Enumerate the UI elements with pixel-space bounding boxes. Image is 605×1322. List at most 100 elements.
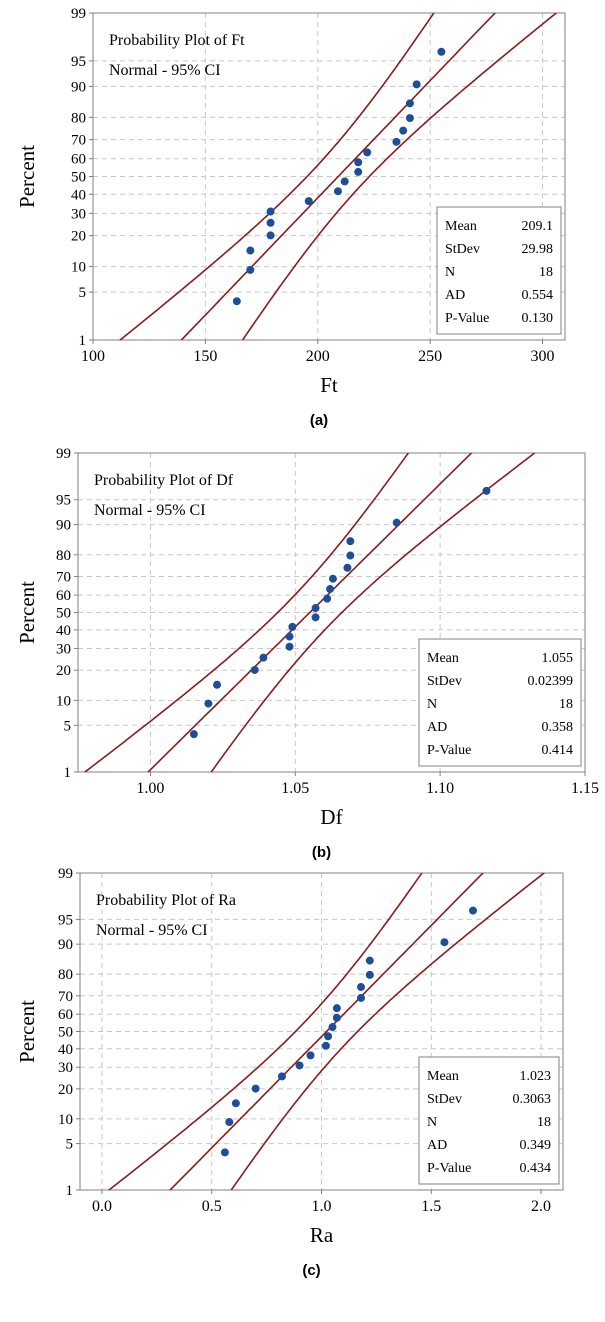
y-tick-label: 50 <box>58 1025 73 1041</box>
data-point <box>332 1013 341 1022</box>
data-point <box>246 246 255 255</box>
y-tick-label: 30 <box>56 641 71 657</box>
panel-caption: (a) <box>310 412 328 429</box>
fit-lines <box>107 873 546 1190</box>
stats-box: Mean 1.055 StDev 0.02399 N 18 AD 0.358 P-Value 0.… <box>418 638 582 767</box>
data-point <box>323 594 332 603</box>
stats-box-frame <box>436 206 562 335</box>
data-point <box>277 1072 286 1081</box>
fit-line <box>146 453 473 772</box>
x-axis-label: Df <box>320 805 342 829</box>
chart-subtitle: Normal - 95% CI <box>96 922 208 939</box>
y-tick-label: 90 <box>56 518 71 534</box>
data-point <box>365 970 374 979</box>
stats-label: StDev <box>427 1092 462 1107</box>
x-tick-label: 2.0 <box>531 1198 551 1215</box>
y-tick-label: 5 <box>79 285 87 301</box>
data-point <box>250 665 259 674</box>
x-tick-label: 250 <box>418 348 442 365</box>
data-point <box>357 983 366 992</box>
data-point <box>332 1004 341 1013</box>
y-tick-label: 80 <box>58 967 73 983</box>
data-point <box>304 197 313 206</box>
data-point <box>232 297 241 306</box>
panel-caption: (b) <box>312 844 331 861</box>
data-point <box>340 177 349 186</box>
y-axis-label: Percent <box>15 1000 39 1063</box>
stats-value: 18 <box>539 265 553 280</box>
y-tick-label: 5 <box>64 718 72 734</box>
stats-label: AD <box>427 720 447 735</box>
data-point <box>333 187 342 196</box>
y-tick-label: 20 <box>56 663 71 679</box>
y-tick-label: 1 <box>64 765 72 781</box>
stats-value: 0.349 <box>520 1138 552 1153</box>
x-tick-label: 1.10 <box>426 780 454 797</box>
stats-value: 0.358 <box>542 720 574 735</box>
y-tick-label: 1 <box>79 333 87 349</box>
data-point <box>412 80 421 89</box>
y-tick-label: 60 <box>58 1007 73 1023</box>
data-point <box>354 167 363 176</box>
data-point <box>225 1118 234 1127</box>
stats-value: 29.98 <box>522 242 554 257</box>
x-tick-label: 100 <box>81 348 105 365</box>
data-point <box>328 1023 337 1032</box>
x-axis-label: Ra <box>310 1223 334 1247</box>
data-point <box>405 114 414 123</box>
data-point <box>266 207 275 216</box>
data-point <box>285 642 294 651</box>
stats-label: N <box>427 697 437 712</box>
y-tick-label: 70 <box>71 133 86 149</box>
data-point <box>440 938 449 947</box>
ci-lower-band <box>241 13 558 340</box>
y-tick-label: 70 <box>56 570 71 586</box>
stats-box-frame <box>418 638 582 767</box>
data-point <box>346 551 355 560</box>
y-tick-label: 70 <box>58 989 73 1005</box>
y-tick-label: 10 <box>56 693 71 709</box>
ci-lower-band <box>230 873 546 1190</box>
stats-value: 0.414 <box>542 743 574 758</box>
data-point <box>482 486 491 495</box>
y-tick-label: 60 <box>56 588 71 604</box>
y-tick-label: 95 <box>58 912 73 928</box>
y-tick-label: 10 <box>71 260 86 276</box>
y-tick-label: 95 <box>71 54 86 70</box>
y-tick-label: 50 <box>56 606 71 622</box>
y-tick-label: 40 <box>58 1042 73 1058</box>
y-tick-label: 30 <box>58 1060 73 1076</box>
stats-label: P-Value <box>445 311 489 326</box>
data-point <box>295 1061 304 1070</box>
y-tick-label: 95 <box>56 493 71 509</box>
stats-box: Mean 1.023 StDev 0.3063 N 18 AD 0.349 P-Value 0.4… <box>418 1056 560 1185</box>
data-point <box>392 518 401 527</box>
data-point <box>288 622 297 631</box>
ci-upper-band <box>107 873 423 1190</box>
data-point <box>326 585 335 594</box>
y-axis-label: Percent <box>15 145 39 208</box>
y-tick-label: 90 <box>71 79 86 95</box>
data-point <box>437 47 446 56</box>
stats-value: 18 <box>559 697 573 712</box>
stats-label: StDev <box>445 242 480 257</box>
data-point <box>346 537 355 546</box>
fit-line <box>169 873 485 1190</box>
stats-label: StDev <box>427 674 462 689</box>
y-tick-label: 40 <box>56 623 71 639</box>
y-tick-label: 30 <box>71 206 86 222</box>
panel-caption: (c) <box>302 1262 320 1279</box>
y-tick-label: 90 <box>58 937 73 953</box>
data-point <box>365 956 374 965</box>
data-point <box>468 906 477 915</box>
ci-upper-band <box>118 13 435 340</box>
y-tick-label: 10 <box>58 1112 73 1128</box>
stats-label: Mean <box>427 651 459 666</box>
y-tick-label: 5 <box>66 1137 74 1153</box>
data-point <box>311 604 320 613</box>
data-point <box>392 137 401 146</box>
